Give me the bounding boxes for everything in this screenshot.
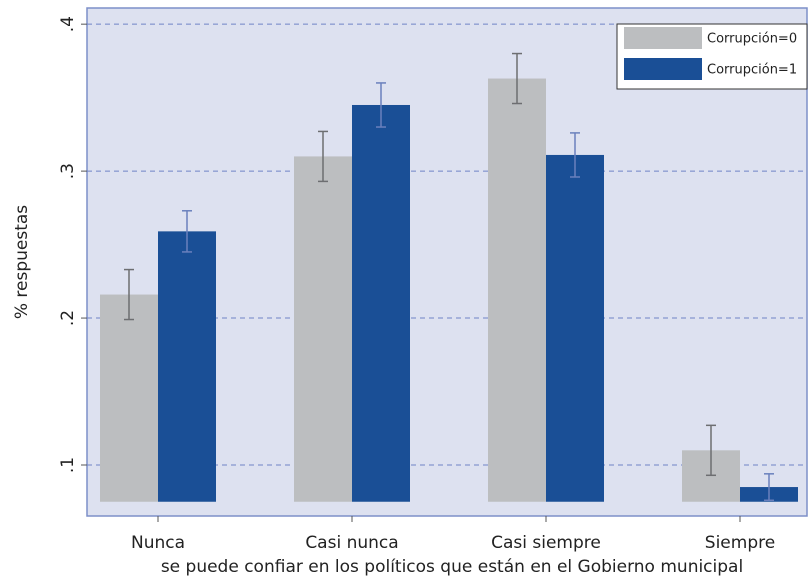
legend-swatch <box>624 58 702 80</box>
bar <box>488 78 546 502</box>
y-tick-label: .4 <box>58 16 78 32</box>
bar <box>546 154 604 502</box>
legend: Corrupción=0 Corrupción=1 <box>616 23 808 90</box>
y-tick-label: .2 <box>58 310 78 326</box>
x-tick-label: Casi siempre <box>491 533 601 553</box>
bar <box>158 231 216 502</box>
bar <box>294 156 352 502</box>
error-bar <box>764 473 774 502</box>
x-tick-label: Casi nunca <box>305 533 398 553</box>
y-tick-label: .3 <box>58 163 78 179</box>
error-bar <box>376 82 386 128</box>
error-bar <box>512 52 522 105</box>
x-tick-label: Siempre <box>705 533 775 553</box>
legend-swatch <box>624 27 702 49</box>
error-bar <box>124 268 134 321</box>
y-tick-label: .1 <box>58 457 78 473</box>
bar <box>100 294 158 502</box>
bar <box>352 104 410 502</box>
x-axis-label: se puede confiar en los políticos que es… <box>161 557 743 577</box>
error-bar <box>570 132 580 178</box>
error-bar <box>182 210 192 253</box>
y-axis-label: % respuestas <box>12 205 32 319</box>
x-tick-label: Nunca <box>131 533 185 553</box>
legend-label: Corrupción=0 <box>707 32 797 47</box>
error-bar <box>318 130 328 183</box>
error-bar <box>706 424 716 477</box>
legend-label: Corrupción=1 <box>707 63 797 78</box>
